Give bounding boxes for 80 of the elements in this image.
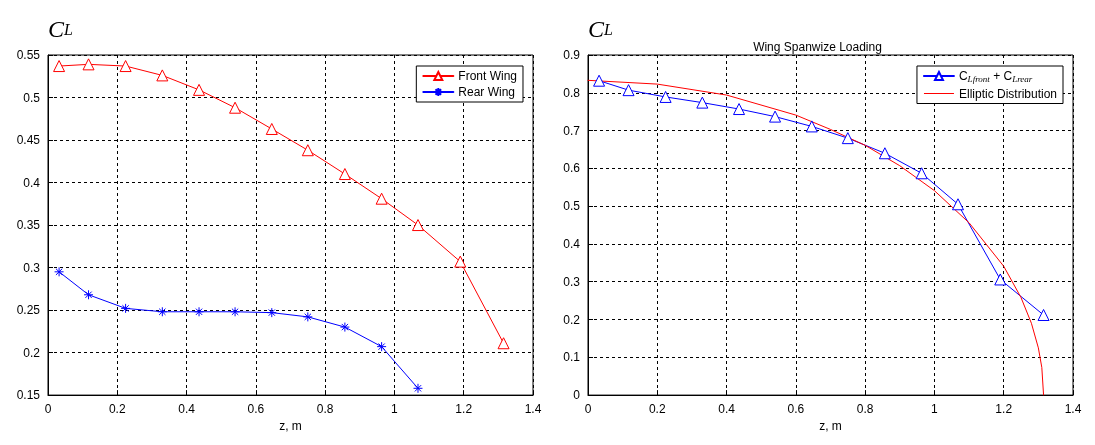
y-tick-label: 0.3	[23, 260, 41, 275]
point	[156, 69, 169, 82]
point	[120, 303, 131, 314]
point	[994, 273, 1007, 286]
y-tick-label: 0.2	[563, 312, 581, 327]
point	[375, 192, 388, 205]
x-tick-label: 0.2	[648, 402, 666, 417]
point	[194, 306, 205, 317]
x-axis-title: z, m	[819, 419, 842, 433]
x-tick-label: 1.2	[455, 402, 473, 417]
point	[841, 132, 854, 145]
point	[193, 83, 206, 96]
y-tick-label: 0.6	[563, 161, 581, 176]
point	[230, 306, 241, 317]
x-tick-label: 0.6	[787, 402, 805, 417]
point	[805, 120, 818, 133]
point	[696, 96, 709, 109]
point	[302, 311, 313, 322]
point	[951, 198, 964, 211]
x-tick-label: 0	[44, 402, 52, 417]
y-axis-title: CL	[588, 16, 614, 42]
point	[878, 147, 891, 160]
x-tick-label: 1.4	[524, 402, 542, 417]
point	[119, 60, 132, 73]
legend-label: Front Wing	[458, 69, 518, 83]
point	[769, 110, 782, 123]
point	[376, 341, 387, 352]
y-tick-label: 0.8	[563, 85, 581, 100]
y-tick-label: 0	[573, 388, 581, 403]
point	[733, 103, 746, 116]
point	[53, 60, 66, 73]
point	[412, 383, 423, 394]
point	[339, 322, 350, 333]
y-tick-label: 0.7	[563, 123, 581, 138]
point	[83, 289, 94, 300]
point	[454, 255, 467, 268]
point	[229, 101, 242, 114]
y-tick-label: 0.9	[563, 48, 581, 62]
x-tick-label: 0.2	[108, 402, 126, 417]
y-axis-title: CL	[48, 16, 74, 42]
point	[622, 84, 635, 97]
point	[266, 307, 277, 318]
x-tick-label: 1	[931, 402, 939, 417]
y-tick-label: 0.3	[563, 274, 581, 289]
y-tick-label: 0.15	[16, 388, 41, 403]
x-axis-title: z, m	[279, 419, 302, 433]
y-tick-label: 0.25	[16, 303, 41, 318]
legend-label: Rear Wing	[458, 85, 516, 99]
point	[659, 90, 672, 103]
y-tick-label: 0.55	[16, 48, 41, 62]
point	[301, 144, 314, 157]
chart-title: Wing Spanwize Loading	[753, 40, 882, 54]
point	[915, 167, 928, 180]
y-tick-label: 0.4	[23, 175, 41, 190]
point	[411, 219, 424, 232]
point	[82, 58, 95, 71]
x-tick-label: 0.4	[178, 402, 196, 417]
x-tick-label: 0.6	[247, 402, 265, 417]
x-tick-label: 0.8	[316, 402, 334, 417]
point	[497, 337, 510, 350]
y-tick-label: 0.35	[16, 218, 41, 233]
point	[338, 168, 351, 181]
y-tick-label: 0.2	[23, 345, 41, 360]
x-tick-label: 0	[584, 402, 592, 417]
x-tick-label: 1.2	[995, 402, 1013, 417]
legend-label: Elliptic Distribution	[958, 86, 1058, 101]
x-tick-label: 0.4	[718, 402, 736, 417]
x-tick-label: 1.4	[1064, 402, 1082, 417]
point	[157, 306, 168, 317]
y-tick-label: 0.5	[563, 199, 581, 214]
y-tick-label: 0.5	[23, 90, 41, 105]
point	[1037, 308, 1050, 321]
y-tick-label: 0.4	[563, 236, 581, 251]
point	[593, 74, 606, 87]
x-tick-label: 1	[391, 402, 399, 417]
y-tick-label: 0.45	[16, 133, 41, 148]
point	[265, 122, 278, 135]
point	[54, 266, 65, 277]
y-tick-label: 0.1	[563, 350, 581, 365]
x-tick-label: 0.8	[856, 402, 874, 417]
